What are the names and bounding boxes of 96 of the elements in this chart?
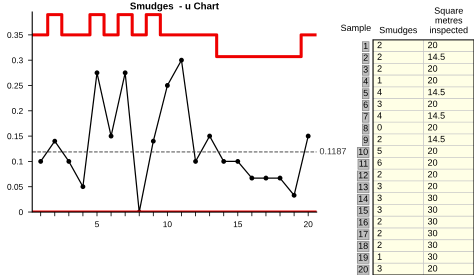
data-label: 2 xyxy=(378,171,382,178)
data-label: 20 xyxy=(428,148,438,154)
y-tick-label: 1 xyxy=(364,42,368,50)
point xyxy=(150,138,156,144)
data-label: 4 xyxy=(377,88,382,96)
y-tick-label: 5 xyxy=(364,90,368,96)
point xyxy=(66,158,72,164)
y-tick-label: 17 xyxy=(358,230,368,238)
y-tick-label: 18 xyxy=(358,242,368,249)
point xyxy=(306,134,311,139)
data-label: 20 xyxy=(428,171,438,178)
data-label: 30 xyxy=(428,218,438,225)
y-tick-label: 2 xyxy=(364,54,368,61)
point xyxy=(249,176,254,181)
data-label: 30 xyxy=(428,194,438,202)
data-label: 14.5 xyxy=(428,88,445,96)
y-axis-title: Sample xyxy=(340,24,371,33)
point xyxy=(179,58,184,63)
data-label: 2 xyxy=(378,42,382,48)
data-label: 30 xyxy=(428,242,438,248)
point xyxy=(235,158,240,164)
y-tick-label: 13 xyxy=(358,184,368,190)
y-tick-label: 0.3 xyxy=(12,57,23,64)
data-label: 2 xyxy=(378,230,382,236)
chart-title: Smudges - u Chart xyxy=(130,2,219,12)
y-tick-label: 0.25 xyxy=(7,82,23,89)
y-tick-label: 0.35 xyxy=(7,32,23,38)
data-label: 6 xyxy=(378,159,382,166)
point xyxy=(80,184,86,190)
x-tick-label: Square metres inspected xyxy=(430,7,468,36)
data-label: 2 xyxy=(378,136,382,142)
data-label: 1 xyxy=(378,77,382,84)
data-label: 30 xyxy=(428,230,438,236)
data-label: 20 xyxy=(428,77,438,84)
data-label: 20 xyxy=(428,265,438,272)
data-label: 30 xyxy=(428,206,438,213)
data-label: 14.5 xyxy=(428,136,445,142)
data-label: 20 xyxy=(428,159,438,166)
data-label: 3 xyxy=(377,206,382,213)
data-label: 30 xyxy=(428,253,438,260)
data-label: 3 xyxy=(377,182,382,190)
data-label: 5 xyxy=(377,148,382,154)
point xyxy=(207,134,212,139)
point xyxy=(264,176,268,181)
x-tick-label: 10 xyxy=(163,221,172,228)
y-tick-label: 16 xyxy=(358,219,368,226)
y-tick-label: 11 xyxy=(359,160,368,167)
data-label: 2 xyxy=(378,218,382,224)
point xyxy=(164,83,170,88)
point xyxy=(122,70,128,76)
x-tick-label: 15 xyxy=(234,221,242,228)
data-label: 20 xyxy=(428,65,438,72)
y-tick-label: 19 xyxy=(358,254,368,261)
data-label: 14.5 xyxy=(428,112,445,119)
y-tick-label: 14 xyxy=(358,196,368,202)
y-tick-label: 8 xyxy=(364,125,368,132)
data-label: 20 xyxy=(428,42,438,48)
data-label: 20 xyxy=(428,100,438,107)
data-label: 14.5 xyxy=(428,54,445,60)
data-label: 2 xyxy=(378,65,382,72)
y-tick-label: 0.2 xyxy=(12,108,23,114)
point xyxy=(193,158,198,164)
data-label: 4 xyxy=(377,112,382,119)
y-tick-label: 0.15 xyxy=(7,133,23,140)
point xyxy=(221,158,226,164)
data-label: 20 xyxy=(428,124,438,130)
data-label: 3 xyxy=(377,265,382,272)
x-tick-label: 5 xyxy=(95,221,99,228)
point xyxy=(292,192,297,198)
point xyxy=(278,176,282,181)
y-tick-label: 20 xyxy=(358,266,368,272)
y-tick-label: 3 xyxy=(364,66,368,73)
y-tick-label: 0 xyxy=(18,209,23,216)
y-tick-label: 0.1 xyxy=(12,158,23,165)
data-label: 2 xyxy=(378,242,382,248)
y-tick-label: 10 xyxy=(358,148,368,155)
point xyxy=(52,138,58,144)
y-tick-label: 9 xyxy=(364,136,368,144)
data-label: 20 xyxy=(428,182,438,190)
point xyxy=(38,158,44,164)
y-tick-label: 4 xyxy=(363,78,368,84)
y-tick-label: 15 xyxy=(358,207,368,214)
x-tick-label: Smudges xyxy=(380,26,418,36)
data-label: 1 xyxy=(378,253,382,260)
data-label: 0 xyxy=(377,124,382,130)
y-tick-label: 0.05 xyxy=(7,184,23,190)
x-tick-label: 20 xyxy=(304,221,312,228)
y-tick-label: 12 xyxy=(358,172,368,178)
data-label: 2 xyxy=(378,54,382,60)
point xyxy=(94,70,100,76)
data-label: 3 xyxy=(377,100,382,107)
ref-line-label: 0.1187 xyxy=(320,148,346,154)
data-label: 3 xyxy=(377,194,382,202)
y-tick-label: 7 xyxy=(364,113,368,120)
point xyxy=(108,134,114,139)
y-tick-label: 6 xyxy=(364,102,368,108)
